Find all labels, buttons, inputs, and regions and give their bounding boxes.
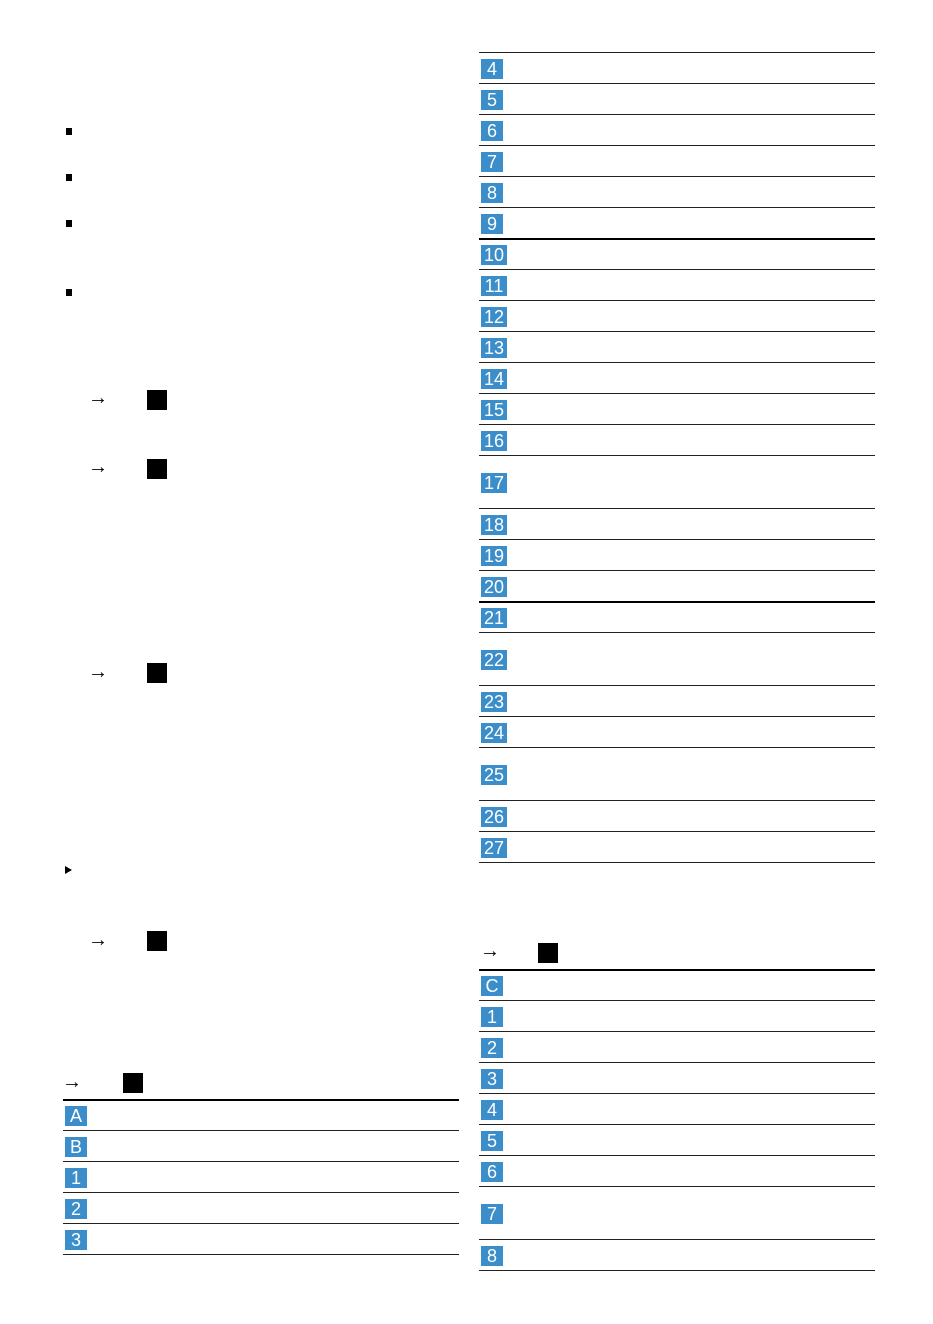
row-label: C [481, 975, 503, 996]
row-rule [479, 176, 875, 177]
row-label: 25 [481, 764, 507, 785]
bullet [66, 128, 72, 135]
row-rule [479, 1124, 875, 1125]
row-label: 3 [65, 1229, 87, 1250]
arrow: → [88, 929, 108, 951]
arrow: → [88, 661, 108, 683]
row-label: 7 [481, 1203, 503, 1224]
arrow: → [480, 940, 500, 962]
row-label: 4 [481, 58, 503, 79]
row-label: 2 [481, 1037, 503, 1058]
row-label: 5 [481, 89, 503, 110]
row-rule [63, 1192, 459, 1193]
row-rule [479, 52, 875, 53]
icon [147, 663, 167, 683]
row-label: 11 [481, 275, 507, 296]
row-label: 17 [481, 472, 507, 493]
row-rule [479, 145, 875, 146]
row-label: 26 [481, 806, 507, 827]
row-label: 7 [481, 151, 503, 172]
row-label: 18 [481, 514, 507, 535]
row-label: 14 [481, 368, 507, 389]
row-label: A [65, 1105, 87, 1126]
row-label: 12 [481, 306, 507, 327]
row-rule [479, 1186, 875, 1187]
row-rule [479, 83, 875, 84]
row-rule [479, 300, 875, 301]
row-rule [479, 508, 875, 509]
row-rule [479, 716, 875, 717]
row-rule [63, 1223, 459, 1224]
row-label: 8 [481, 182, 503, 203]
row-label: 9 [481, 213, 503, 234]
row-rule [479, 747, 875, 748]
row-rule [479, 862, 875, 863]
icon [123, 1073, 143, 1093]
arrow: → [88, 387, 108, 409]
row-label: 20 [481, 576, 507, 597]
row-rule [479, 1155, 875, 1156]
arrow: → [88, 456, 108, 478]
row-rule [479, 1270, 875, 1271]
row-rule [479, 1093, 875, 1094]
row-label: 3 [481, 1068, 503, 1089]
row-rule [479, 685, 875, 686]
row-rule [479, 1000, 875, 1001]
row-rule [63, 1099, 459, 1101]
row-rule [63, 1161, 459, 1162]
row-rule [63, 1130, 459, 1131]
triangle-bullet [65, 866, 72, 874]
row-label: 13 [481, 337, 507, 358]
row-rule [479, 424, 875, 425]
row-label: 16 [481, 430, 507, 451]
row-rule [479, 207, 875, 208]
bullet [66, 174, 72, 181]
row-rule [479, 969, 875, 971]
icon [147, 931, 167, 951]
row-label: 15 [481, 399, 507, 420]
row-rule [479, 601, 875, 603]
row-rule [479, 1239, 875, 1240]
row-label: 6 [481, 120, 503, 141]
row-rule [479, 570, 875, 571]
row-label: 22 [481, 649, 507, 670]
row-label: 27 [481, 837, 507, 858]
icon [538, 943, 558, 963]
row-label: 5 [481, 1130, 503, 1151]
row-rule [479, 362, 875, 363]
row-rule [479, 831, 875, 832]
row-rule [479, 114, 875, 115]
row-label: 10 [481, 244, 507, 265]
row-rule [479, 539, 875, 540]
row-rule [479, 800, 875, 801]
row-rule [63, 1254, 459, 1255]
row-label: 1 [65, 1167, 87, 1188]
row-label: 4 [481, 1099, 503, 1120]
row-label: 23 [481, 691, 507, 712]
row-rule [479, 1031, 875, 1032]
icon [147, 390, 167, 410]
row-label: 1 [481, 1006, 503, 1027]
row-label: 21 [481, 607, 507, 628]
row-rule [479, 331, 875, 332]
row-rule [479, 632, 875, 633]
row-rule [479, 1062, 875, 1063]
row-label: 19 [481, 545, 507, 566]
arrow: → [62, 1071, 82, 1093]
row-label: 8 [481, 1245, 503, 1266]
row-label: 6 [481, 1161, 503, 1182]
row-rule [479, 238, 875, 240]
row-rule [479, 269, 875, 270]
row-rule [479, 393, 875, 394]
bullet [66, 289, 72, 296]
icon [147, 459, 167, 479]
row-label: 24 [481, 722, 507, 743]
row-label: 2 [65, 1198, 87, 1219]
bullet [66, 220, 72, 227]
row-rule [479, 455, 875, 456]
row-label: B [65, 1136, 87, 1157]
